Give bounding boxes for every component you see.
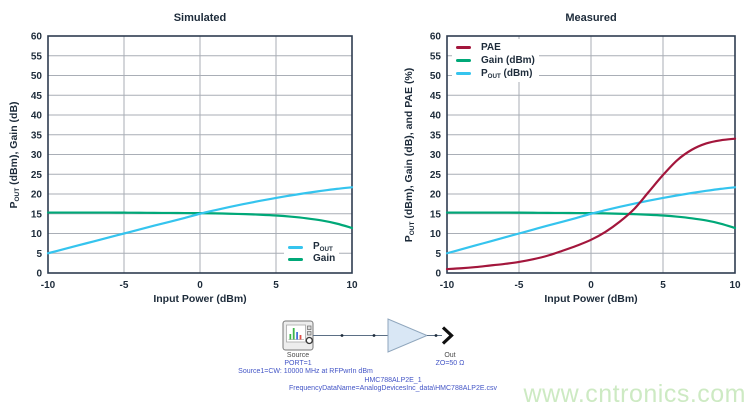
x-tick-label: 0: [588, 280, 594, 291]
x-tick-label: -5: [120, 280, 129, 291]
legend-swatch-icon: [288, 245, 303, 249]
y-tick-label: 55: [31, 51, 43, 62]
output-port-icon: [441, 326, 454, 345]
x-tick-label: -10: [41, 280, 56, 291]
y-tick-label: 35: [31, 130, 43, 141]
y-tick-label: 60: [31, 32, 43, 43]
x-axis-label-simulated: Input Power (dBm): [153, 293, 247, 305]
legend-label: POUT: [313, 241, 333, 253]
plot-area-simulated: 0 5 10 15 20 25 30 35 40 45 50 55 60 -10 -5 0 5 10: [31, 32, 358, 292]
legend-simulated: POUT Gain: [284, 239, 340, 267]
chart-measured: Measured POUT (dBm), Gain (dB), and PAE …: [376, 0, 752, 312]
amplifier-icon: [387, 318, 429, 353]
y-tick-label: 50: [430, 71, 442, 82]
watermark: www.cntronics.com: [523, 380, 746, 408]
y-tick-label: 40: [31, 111, 43, 122]
legend-item: POUT (dBm): [456, 67, 535, 80]
chart-title-simulated: Simulated: [173, 12, 227, 24]
y-tick-label: 10: [430, 229, 442, 240]
wire-node-icon: [340, 334, 344, 337]
y-tick-label: 15: [430, 209, 442, 220]
x-tick-label: 5: [660, 280, 666, 291]
plot-area-measured: 0 5 10 15 20 25 30 35 40 45 50 55 60 -10 -5 0 5 10: [430, 32, 741, 292]
y-tick-label: 45: [430, 91, 442, 102]
legend-swatch-icon: [456, 59, 471, 62]
y-tick-label: 30: [430, 150, 442, 161]
y-tick-label: 40: [430, 111, 442, 122]
y-tick-label: 20: [430, 190, 442, 201]
y-tick-label: 20: [31, 190, 43, 201]
y-tick-label: 25: [430, 170, 442, 181]
legend-label: Gain (dBm): [481, 54, 535, 66]
y-tick-label: 55: [430, 51, 442, 62]
y-tick-label: 5: [435, 249, 441, 260]
legend-item: Gain (dBm): [456, 54, 535, 66]
component-params-label: FrequencyDataName=AnalogDevicesInc_data\…: [289, 385, 497, 392]
legend-swatch-icon: [288, 257, 303, 261]
legend-label: PAE: [481, 41, 501, 53]
x-tick-label: 10: [729, 280, 741, 291]
y-tick-label: 45: [31, 91, 43, 102]
y-tick-label: 60: [430, 32, 442, 43]
component-name-label: HMC788ALP2E_1: [364, 377, 422, 384]
wire-node-icon: [372, 334, 376, 337]
chart-title-measured: Measured: [565, 12, 617, 24]
legend-swatch-icon: [456, 46, 471, 49]
x-tick-label: 10: [346, 280, 358, 291]
x-tick-label: 5: [273, 280, 279, 291]
y-tick-label: 15: [31, 209, 43, 220]
y-tick-label: 0: [36, 269, 42, 280]
y-tick-label: 0: [435, 269, 441, 280]
x-tick-label: 0: [197, 280, 203, 291]
legend-swatch-icon: [456, 72, 471, 75]
series-line-pout: [445, 186, 737, 255]
chart-simulated: Simulated POUT (dBm), Gain (dB) 0 5 10 15 20…: [0, 0, 376, 312]
out-label: Out: [444, 352, 456, 359]
out-impedance-label: ZO=50 Ω: [435, 360, 465, 367]
series-line-pout: [46, 186, 354, 255]
x-axis-label-measured: Input Power (dBm): [544, 293, 638, 305]
source-params-label: Source1=CW: 10000 MHz at RFPwrIn dBm: [238, 368, 373, 375]
y-tick-label: 10: [31, 229, 43, 240]
source-instrument-icon: [282, 320, 314, 351]
y-tick-label: 25: [31, 170, 43, 181]
wire-node-icon: [434, 334, 438, 337]
source-label: Source: [286, 352, 310, 359]
legend-item: Gain: [288, 254, 335, 264]
legend-label: Gain: [313, 253, 336, 264]
y-tick-label: 30: [31, 150, 43, 161]
series-line-pae: [445, 137, 737, 271]
legend-item: PAE: [456, 41, 535, 53]
source-port-label: PORT=1: [284, 360, 312, 367]
x-tick-label: -5: [515, 280, 524, 291]
legend-label: POUT (dBm): [481, 67, 533, 80]
y-tick-label: 50: [31, 71, 43, 82]
y-tick-label: 35: [430, 130, 442, 141]
y-tick-label: 5: [36, 249, 42, 260]
legend-measured: PAE Gain (dBm) POUT (dBm): [452, 39, 539, 82]
legend-item: POUT: [288, 241, 335, 253]
schematic-diagram: [282, 318, 454, 353]
x-tick-label: -10: [440, 280, 455, 291]
